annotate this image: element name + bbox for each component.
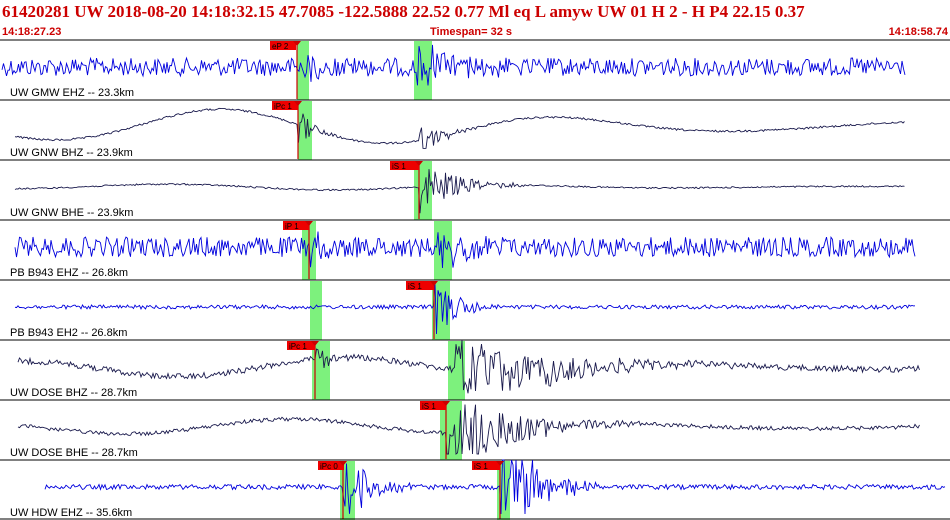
channel-row[interactable]: iPc 1 UW DOSE BHZ -- 28.7km xyxy=(0,339,950,400)
channel-row[interactable]: iP 1 PB B943 EHZ -- 26.8km xyxy=(0,219,950,280)
channel-label: PB B943 EHZ -- 26.8km xyxy=(10,267,128,279)
channel-row[interactable]: iPc 0 iS 1 UW HDW EHZ -- 35.6km xyxy=(0,459,950,520)
pick-triangle xyxy=(415,161,423,166)
channel-label: UW DOSE BHE -- 28.7km xyxy=(10,447,138,459)
pick-label: iS 1 xyxy=(422,402,436,411)
pick-triangle xyxy=(442,401,450,406)
event-summary-title: 61420281 UW 2018-08-20 14:18:32.15 47.70… xyxy=(2,2,805,21)
pick-label: iPc 1 xyxy=(289,342,307,351)
pick-label: iP 1 xyxy=(285,222,299,231)
channel-label: UW HDW EHZ -- 35.6km xyxy=(10,507,132,519)
pick-triangle xyxy=(430,281,438,286)
channel-label: UW DOSE BHZ -- 28.7km xyxy=(10,387,137,399)
pick-flag[interactable] xyxy=(272,101,298,110)
seismogram-trace xyxy=(44,459,946,515)
pick-flag[interactable] xyxy=(472,461,500,470)
seismogram-trace xyxy=(17,339,920,394)
pick-flag[interactable] xyxy=(287,341,315,350)
event-header: 61420281 UW 2018-08-20 14:18:32.15 47.70… xyxy=(0,0,950,40)
pick-label: iS 1 xyxy=(408,282,422,291)
pick-triangle xyxy=(339,461,347,466)
pick-flag[interactable] xyxy=(420,401,446,410)
pick-flag[interactable] xyxy=(283,221,309,230)
pick-triangle xyxy=(293,41,301,46)
pick-label: iPc 0 xyxy=(320,462,338,471)
pick-flag[interactable] xyxy=(270,41,296,50)
seismogram-trace xyxy=(14,231,916,269)
channel-row[interactable]: iS 1 PB B943 EH2 -- 26.8km xyxy=(0,279,950,340)
pick-label: iS 1 xyxy=(474,462,488,471)
channel-row[interactable]: iS 1 UW DOSE BHE -- 28.7km xyxy=(0,399,950,460)
channel-label: UW GNW BHE -- 23.9km xyxy=(10,207,133,219)
pick-triangle xyxy=(496,461,504,466)
pick-label: iPc 1 xyxy=(274,102,292,111)
seismogram-trace xyxy=(14,169,905,214)
seismogram-trace xyxy=(14,107,905,149)
seismogram-trace xyxy=(17,404,920,455)
pick-triangle xyxy=(294,101,302,106)
channel-row[interactable]: eP 2 UW GMW EHZ -- 23.3km xyxy=(0,39,950,100)
pick-triangle xyxy=(305,221,313,226)
seismogram-trace xyxy=(14,282,916,335)
pick-window[interactable] xyxy=(310,281,322,340)
seismogram-trace xyxy=(1,44,906,86)
channel-label: UW GMW EHZ -- 23.3km xyxy=(10,87,134,99)
pick-flag[interactable] xyxy=(390,161,419,170)
pick-flag[interactable] xyxy=(318,461,344,470)
channel-label: PB B943 EH2 -- 26.8km xyxy=(10,327,127,339)
channel-row[interactable]: iPc 1 UW GNW BHZ -- 23.9km xyxy=(0,99,950,160)
pick-label: eP 2 xyxy=(272,42,289,51)
end-time-label: 14:18:58.74 xyxy=(888,26,948,38)
start-time-label: 14:18:27.23 xyxy=(2,26,62,38)
channel-row[interactable]: iS 1 UW GNW BHE -- 23.9km xyxy=(0,159,950,220)
timespan-label: Timespan= 32 s xyxy=(430,26,513,38)
channel-label: UW GNW BHZ -- 23.9km xyxy=(10,147,133,159)
pick-triangle xyxy=(311,341,319,346)
pick-flag[interactable] xyxy=(406,281,434,290)
pick-window[interactable] xyxy=(312,341,330,400)
pick-label: iS 1 xyxy=(392,162,406,171)
